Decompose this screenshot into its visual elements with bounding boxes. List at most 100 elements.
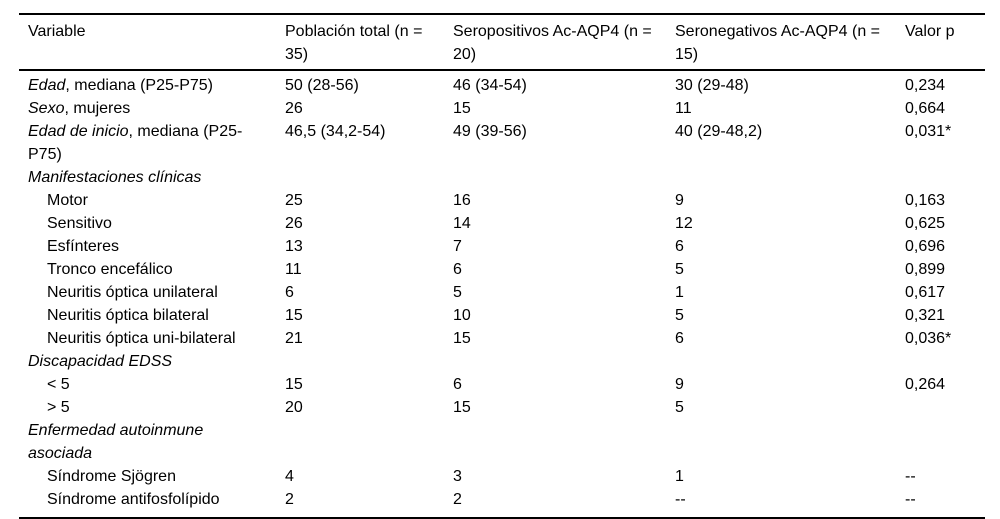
poblacion-total-cell (285, 419, 453, 465)
poblacion-total-cell: 6 (285, 284, 294, 301)
row-label-text: Esfínteres (47, 238, 120, 255)
row-label-text: Neuritis óptica bilateral (47, 307, 209, 324)
row-label-cell: Edad, mediana (P25-P75) (19, 70, 285, 97)
seronegativos-cell: -- (675, 491, 686, 508)
table-row: Neuritis óptica bilateral 15 10 5 0,321 (19, 304, 985, 327)
valor-p-cell (905, 350, 985, 373)
row-label-text: Motor (47, 192, 88, 209)
clinical-characteristics-table: Variable Población total (n = 35) Seropo… (19, 13, 985, 519)
valor-p-cell: 0,625 (905, 215, 946, 232)
seropositivos-cell: 2 (453, 491, 462, 508)
row-label-cell: Síndrome antifosfolípido (19, 488, 285, 518)
table-row: Síndrome Sjögren 4 3 1 -- (19, 465, 985, 488)
table-row: Neuritis óptica uni-bilateral 21 15 6 0,… (19, 327, 985, 350)
col-header-seronegativos: Seronegativos Ac-AQP4 (n = 15) (675, 14, 905, 71)
poblacion-total-cell (285, 166, 453, 189)
row-label-text: < 5 (47, 376, 70, 393)
poblacion-total-cell: 21 (285, 330, 303, 347)
seropositivos-cell: 49 (39-56) (453, 123, 527, 140)
poblacion-total-cell (285, 350, 453, 373)
seropositivos-cell (453, 419, 675, 465)
poblacion-total-cell: 26 (285, 100, 303, 117)
header-row: Variable Población total (n = 35) Seropo… (19, 14, 985, 71)
row-label-cell: Neuritis óptica bilateral (19, 304, 285, 327)
seropositivos-cell: 6 (453, 261, 462, 278)
seronegativos-cell: 1 (675, 468, 684, 485)
row-label-cell: Sensitivo (19, 212, 285, 235)
table-row: Manifestaciones clínicas (19, 166, 985, 189)
valor-p-cell: 0,696 (905, 238, 946, 255)
seronegativos-cell (675, 350, 905, 373)
poblacion-total-cell: 2 (285, 491, 294, 508)
seropositivos-cell: 14 (453, 215, 471, 232)
seropositivos-cell: 6 (453, 376, 462, 393)
seropositivos-cell: 15 (453, 399, 471, 416)
seropositivos-cell: 10 (453, 307, 471, 324)
seronegativos-cell: 12 (675, 215, 693, 232)
table-row: Sensitivo 26 14 12 0,625 (19, 212, 985, 235)
row-label-text: , mediana (P25-P75) (65, 77, 214, 94)
seronegativos-cell (675, 166, 905, 189)
row-label-cell: Síndrome Sjögren (19, 465, 285, 488)
seronegativos-cell: 6 (675, 330, 684, 347)
row-label-text: Síndrome antifosfolípido (47, 491, 220, 508)
row-label-cell: Motor (19, 189, 285, 212)
col-header-poblacion-total: Población total (n = 35) (285, 14, 453, 71)
seronegativos-cell (675, 419, 905, 465)
row-label-cell: Edad de inicio, mediana (P25-P75) (19, 120, 285, 166)
poblacion-total-cell: 15 (285, 307, 303, 324)
table-row: Síndrome antifosfolípido 2 2 -- -- (19, 488, 985, 518)
poblacion-total-cell: 4 (285, 468, 294, 485)
poblacion-total-cell: 11 (285, 261, 302, 278)
seronegativos-cell: 11 (675, 100, 692, 117)
valor-p-cell: -- (905, 468, 916, 485)
row-label-text: , mediana (P25-P75) (28, 123, 243, 163)
valor-p-cell: 0,321 (905, 307, 946, 324)
row-label-italic: Edad (28, 77, 66, 94)
valor-p-cell: 0,617 (905, 284, 946, 301)
row-label-cell: Sexo, mujeres (19, 97, 285, 120)
table-row: Motor 25 16 9 0,163 (19, 189, 985, 212)
row-label-text: , mujeres (64, 100, 131, 117)
valor-p-cell: -- (905, 491, 916, 508)
col-header-variable: Variable (19, 14, 285, 71)
seronegativos-cell: 30 (29-48) (675, 77, 749, 94)
table-row: Discapacidad EDSS (19, 350, 985, 373)
col-header-seropositivos: Seropositivos Ac-AQP4 (n = 20) (453, 14, 675, 71)
table-row: Edad, mediana (P25-P75) 50 (28-56) 46 (3… (19, 70, 985, 97)
valor-p-cell: 0,899 (905, 261, 946, 278)
poblacion-total-cell: 20 (285, 399, 303, 416)
seronegativos-cell: 1 (675, 284, 684, 301)
seropositivos-cell: 46 (34-54) (453, 77, 527, 94)
table-row: Enfermedad autoinmune asociada (19, 419, 985, 465)
valor-p-cell: 0,163 (905, 192, 946, 209)
section-label-italic: Enfermedad autoinmune asociada (28, 422, 204, 462)
row-label-text: Neuritis óptica uni-bilateral (47, 330, 236, 347)
seropositivos-cell: 5 (453, 284, 462, 301)
seropositivos-cell: 7 (453, 238, 462, 255)
row-label-text: Sensitivo (47, 215, 112, 232)
seropositivos-cell: 15 (453, 100, 471, 117)
valor-p-cell (905, 419, 985, 465)
valor-p-cell (905, 166, 985, 189)
row-label-cell: Enfermedad autoinmune asociada (19, 419, 285, 465)
col-header-valor-p: Valor p (905, 14, 985, 71)
seronegativos-cell: 5 (675, 399, 684, 416)
seronegativos-cell: 5 (675, 307, 684, 324)
section-label-italic: Manifestaciones clínicas (28, 169, 202, 186)
valor-p-cell: 0,234 (905, 77, 946, 94)
row-label-cell: Tronco encefálico (19, 258, 285, 281)
poblacion-total-cell: 25 (285, 192, 303, 209)
row-label-cell: Discapacidad EDSS (19, 350, 285, 373)
table-row: Sexo, mujeres 26 15 11 0,664 (19, 97, 985, 120)
table-row: Tronco encefálico 11 6 5 0,899 (19, 258, 985, 281)
table-row: < 5 15 6 9 0,264 (19, 373, 985, 396)
row-label-text: Síndrome Sjögren (47, 468, 176, 485)
poblacion-total-cell: 50 (28-56) (285, 77, 359, 94)
valor-p-cell: 0,031* (905, 123, 952, 140)
row-label-cell: Neuritis óptica uni-bilateral (19, 327, 285, 350)
seronegativos-cell: 9 (675, 192, 684, 209)
valor-p-cell: 0,264 (905, 376, 946, 393)
seropositivos-cell (453, 350, 675, 373)
seropositivos-cell: 16 (453, 192, 471, 209)
